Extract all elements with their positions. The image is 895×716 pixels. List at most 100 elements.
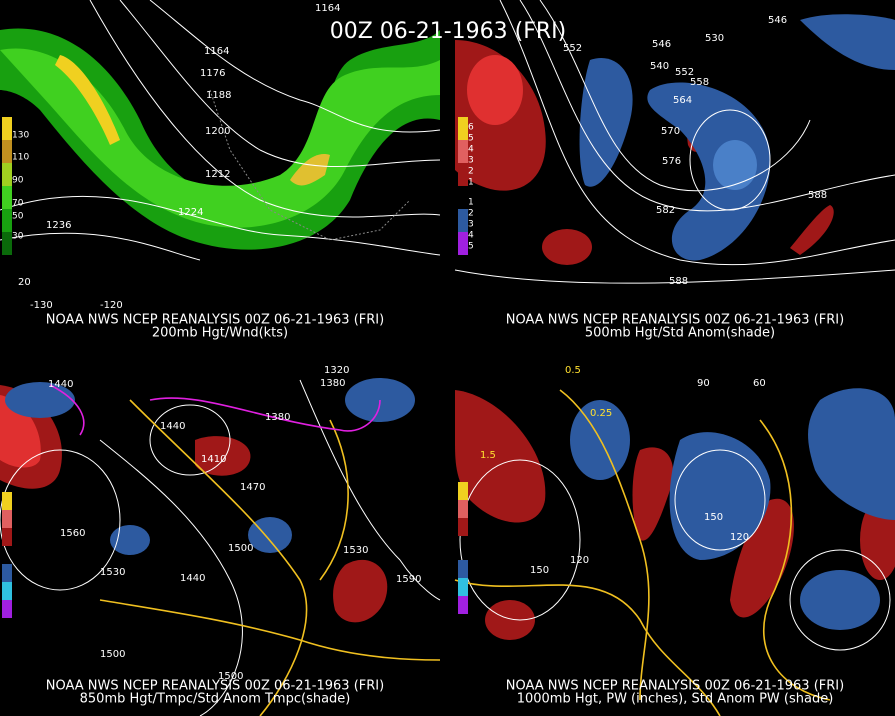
contour [129, 399, 308, 716]
contour-label: 576 [662, 156, 681, 167]
contour-label: 0.5 [565, 365, 581, 376]
contour-label: 582 [656, 205, 675, 216]
panel-500mb: 6 5 4 3 2 1 1 2 3 4 5 552 546 530 546 54… [454, 0, 895, 341]
anomaly-shade [713, 140, 757, 190]
contour-label: 546 [652, 39, 671, 50]
jet-core [290, 154, 330, 186]
anomaly-shade [800, 14, 895, 70]
contour-label: 120 [570, 555, 589, 566]
anomaly-shade [730, 498, 794, 618]
axis-label: -130 [30, 300, 53, 311]
contour [499, 0, 895, 266]
contour-label: 1320 [324, 365, 349, 376]
contour [49, 384, 85, 436]
legend-label: 2 [468, 209, 474, 219]
legend-swatch [458, 500, 468, 518]
anomaly-shade [485, 600, 535, 640]
anomaly-shade [110, 525, 150, 555]
anomaly-shade [467, 55, 523, 125]
contour-label: 1.5 [480, 450, 496, 461]
anomaly-shade [860, 500, 895, 580]
contour-label: 552 [563, 43, 582, 54]
contour [459, 459, 581, 621]
legend-swatch [2, 163, 12, 186]
legend-swatch [458, 140, 468, 163]
contour [559, 389, 650, 701]
contour [454, 579, 721, 716]
legend-swatch [2, 209, 12, 232]
anomaly-shade [195, 436, 251, 476]
legend-swatch [458, 596, 468, 614]
anomaly-shade [632, 447, 674, 541]
contour-label: 1530 [100, 567, 125, 578]
wind-shade [0, 28, 440, 250]
legend-label: 1 [468, 178, 474, 188]
legend-swatch [2, 600, 12, 618]
contour-label: 588 [808, 190, 827, 201]
caption: 500mb Hgt/Std Anom(shade) [585, 326, 775, 341]
contour-label: 1380 [265, 412, 290, 423]
contour [319, 419, 349, 581]
legend-swatch [2, 564, 12, 582]
legend-label: 50 [12, 212, 24, 222]
anomaly-shade [800, 570, 880, 630]
contour-label: 1440 [180, 573, 205, 584]
contour [0, 449, 121, 591]
contour-label: 1440 [48, 379, 73, 390]
anomaly-shade [0, 395, 41, 468]
contour-label: 1212 [205, 169, 230, 180]
contour-label: 1530 [343, 545, 368, 556]
anomaly-shade [669, 432, 771, 560]
contour-label: 1560 [60, 528, 85, 539]
contour-label: 552 [675, 67, 694, 78]
legend-swatch [2, 510, 12, 528]
contour-label: 120 [730, 532, 749, 543]
legend-swatch [458, 578, 468, 596]
panel-200mb: 130 110 90 70 50 30 1164 1164 1176 1188 … [0, 0, 441, 341]
contour [519, 0, 895, 212]
legend-label: 110 [12, 153, 29, 163]
axis-label: 20 [18, 277, 31, 288]
contour [299, 379, 441, 601]
contour [149, 0, 441, 133]
contour [0, 195, 441, 256]
anomaly-shade [790, 205, 834, 255]
contour-label: 1200 [205, 126, 230, 137]
contour-label: 60 [753, 378, 766, 389]
caption: NOAA NWS NCEP REANALYSIS 00Z 06-21-1963 … [46, 679, 384, 694]
wind-shade [0, 48, 440, 228]
contour-label: 1224 [178, 207, 203, 218]
legend-label: 3 [468, 156, 474, 166]
legend-swatch [2, 186, 12, 209]
legend-swatch [458, 560, 468, 578]
contour-label: 1410 [201, 454, 226, 465]
anomaly-shade [542, 229, 592, 265]
contour-label: 0.25 [590, 408, 612, 419]
panel-850mb: 1440 1320 1380 1380 1440 1470 1410 1500 … [0, 365, 441, 716]
caption: 200mb Hgt/Wnd(kts) [152, 326, 288, 341]
contour [99, 439, 243, 716]
anomaly-shade [808, 388, 895, 520]
anomaly-shade [5, 382, 75, 418]
contour-label: 558 [690, 77, 709, 88]
anomaly-shade [455, 390, 546, 523]
contour [149, 397, 381, 432]
contour-label: 150 [530, 565, 549, 576]
legend-swatch [2, 492, 12, 510]
caption: NOAA NWS NCEP REANALYSIS 00Z 06-21-1963 … [506, 313, 844, 328]
legend-label: 5 [468, 242, 474, 252]
legend-label: 30 [12, 232, 24, 242]
legend-swatch [458, 482, 468, 500]
legend-label: 6 [468, 123, 474, 133]
contour [119, 0, 441, 168]
contour-label: 540 [650, 61, 669, 72]
legend-swatch [458, 117, 468, 140]
legend-label: 70 [12, 199, 24, 209]
contour-label: 1176 [200, 68, 225, 79]
legend-swatch [458, 232, 468, 255]
contour-label: 530 [705, 33, 724, 44]
contour-label: 1164 [315, 3, 340, 14]
legend-swatch [2, 117, 12, 140]
anomaly-shade [647, 82, 771, 261]
